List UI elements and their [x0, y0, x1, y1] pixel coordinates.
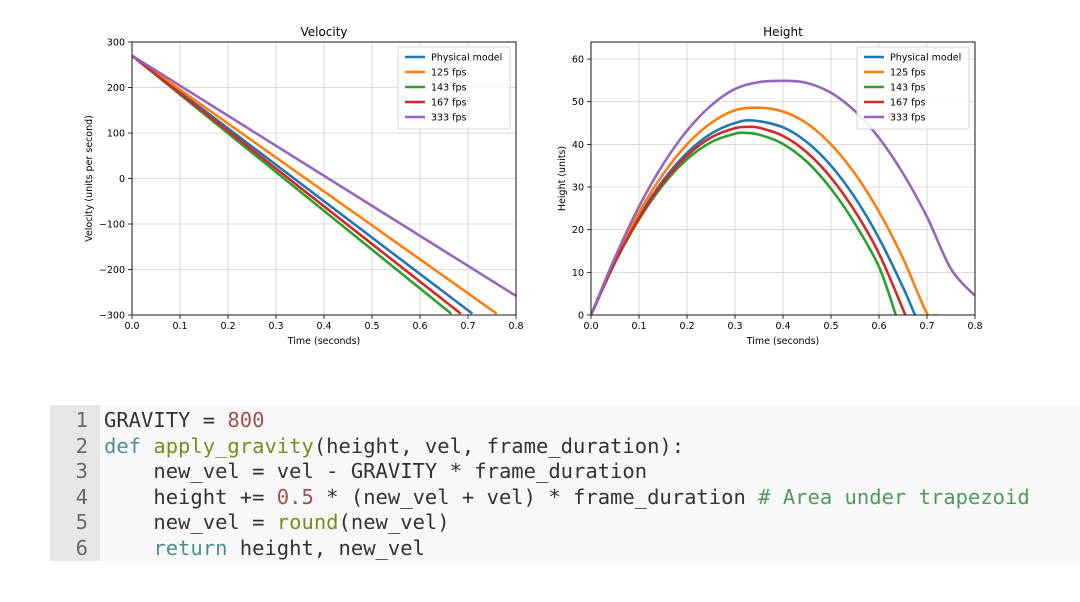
code-token: height += — [104, 484, 277, 509]
legend-box — [856, 46, 970, 130]
code-token: return — [153, 535, 228, 560]
legend-label: 125 fps — [890, 68, 926, 79]
y-tick-label: 10 — [572, 268, 584, 279]
x-tick-label: 0.7 — [919, 321, 934, 332]
series-group — [591, 79, 975, 315]
legend-label: Physical model — [890, 53, 961, 64]
y-tick-label: −200 — [99, 265, 125, 276]
chart-title: Velocity — [300, 25, 347, 39]
height-svg: 0.0 0.1 0.2 0.3 0.4 0.5 0.6 0.7 0.8 60 50 40 30 20 10 0… — [557, 25, 983, 347]
x-tick-label: 0.8 — [967, 321, 982, 332]
y-tick-label: 60 — [572, 55, 584, 66]
code-line: 5 new_vel = round(new_vel) — [50, 510, 450, 535]
y-axis-label: Height (units) — [557, 146, 568, 211]
x-tick-label: 0.1 — [631, 321, 646, 332]
x-tick-label: 0.1 — [172, 321, 187, 332]
code-line: 4 height += 0.5 * (new_vel + vel) * fram… — [50, 485, 1030, 510]
legend-label: 167 fps — [431, 98, 467, 109]
y-tick-label: 0 — [578, 311, 584, 322]
line-number-gutter — [50, 405, 100, 561]
x-tick-label: 0.2 — [220, 321, 235, 332]
legend-label: Physical model — [431, 53, 502, 64]
line-number: 2 — [75, 433, 88, 458]
x-axis-label: Time (seconds) — [287, 336, 361, 347]
series-line-3 — [132, 54, 462, 315]
y-tick-label: 40 — [572, 140, 584, 151]
code-token: (new_vel) — [338, 510, 450, 534]
y-tick-label: 50 — [572, 97, 584, 108]
velocity-svg: 0.0 0.1 0.2 0.3 0.4 0.5 0.6 0.7 0.8 300 200 100 0 −10… — [84, 25, 524, 347]
line-number: 6 — [75, 535, 88, 560]
legend-label: 167 fps — [890, 98, 926, 109]
code-line: 1 GRAVITY = 800 — [50, 408, 265, 433]
code-block: 1 GRAVITY = 800 2 def apply_gravity(height,… — [50, 405, 1080, 561]
code-token: 0.5 — [276, 484, 314, 509]
x-tick-label: 0.6 — [412, 321, 427, 332]
code-token: # Area under trapezoid — [758, 484, 1030, 509]
line-number: 4 — [75, 484, 88, 509]
line-number: 5 — [75, 510, 88, 534]
series-line-1 — [132, 54, 498, 315]
line-number: 1 — [75, 408, 88, 432]
y-tick-label: 30 — [572, 183, 584, 194]
code-token: height, new_vel — [227, 535, 425, 560]
series-group — [132, 54, 516, 315]
x-tick-label: 0.5 — [364, 321, 379, 332]
velocity-chart: 0.0 0.1 0.2 0.3 0.4 0.5 0.6 0.7 0.8 300 200 100 0 −10… — [0, 0, 540, 364]
code-line: 3 new_vel = vel - GRAVITY * frame_durati… — [50, 459, 647, 484]
series-line-4 — [591, 79, 975, 315]
code-token: def — [104, 433, 154, 458]
x-tick-label: 0.5 — [823, 321, 838, 332]
code-line: 2 def apply_gravity(height, vel, frame_du… — [50, 434, 684, 459]
code-token: * (new_vel + vel) * frame_duration — [313, 484, 759, 509]
x-tick-label: 0.2 — [679, 321, 694, 332]
x-tick-label: 0.8 — [508, 321, 523, 332]
y-tick-label: 100 — [107, 129, 125, 140]
x-tick-label: 0.6 — [871, 321, 886, 332]
code-token — [104, 536, 153, 560]
legend-label: 333 fps — [431, 113, 467, 124]
x-tick-label: 0.4 — [316, 321, 331, 332]
legend-box — [397, 46, 511, 130]
x-tick-label: 0.3 — [268, 321, 283, 332]
x-axis-label: Time (seconds) — [746, 336, 820, 347]
legend-label: 143 fps — [431, 83, 467, 94]
code-token: apply_gravity — [153, 433, 314, 458]
code-line: 6 return height, new_vel — [50, 536, 425, 561]
legend-label: 143 fps — [890, 83, 926, 94]
series-line-4 — [132, 54, 516, 297]
chart-title: Height — [763, 25, 803, 39]
x-tick-label: 0.0 — [124, 321, 139, 332]
legend-label: 125 fps — [431, 68, 467, 79]
y-tick-label: 0 — [119, 174, 125, 185]
y-tick-label: −300 — [99, 311, 125, 322]
y-axis-label: Velocity (units per second) — [84, 115, 95, 242]
x-tick-label: 0.7 — [460, 321, 475, 332]
y-tick-label: −100 — [99, 220, 125, 231]
x-tick-label: 0.3 — [727, 321, 742, 332]
code-token: new_vel = vel - GRAVITY * frame_duration — [104, 459, 648, 483]
x-tick-label: 0.0 — [583, 321, 598, 332]
code-token: (height, vel, frame_duration): — [313, 433, 685, 458]
legend-label: 333 fps — [890, 113, 926, 124]
height-chart: 0.0 0.1 0.2 0.3 0.4 0.5 0.6 0.7 0.8 60 50 40 30 20 10 0… — [540, 0, 1080, 364]
y-tick-label: 300 — [107, 38, 125, 49]
code-token: new_vel = — [104, 510, 277, 534]
line-number: 3 — [75, 459, 88, 483]
code-token: 800 — [227, 408, 265, 432]
code-token: round — [276, 510, 339, 534]
x-tick-label: 0.4 — [775, 321, 790, 332]
y-tick-label: 200 — [107, 83, 125, 94]
series-line-3 — [591, 125, 907, 315]
series-line-1 — [591, 106, 937, 315]
code-token: GRAVITY = — [104, 408, 228, 432]
y-tick-label: 20 — [572, 225, 584, 236]
